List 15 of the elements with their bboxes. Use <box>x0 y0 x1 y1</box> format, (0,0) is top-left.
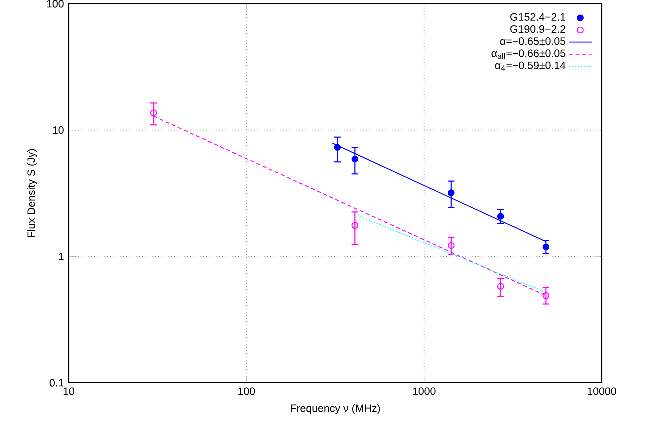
y-axis-title: Flux Density S (Jy) <box>27 149 38 238</box>
legend-label: G152.4−2.1 <box>510 13 566 21</box>
legend-label: α$_{all}$=−0.66±0.05 <box>492 50 566 60</box>
legend-label: α$_{4}$=−0.59±0.14 <box>495 62 566 72</box>
y-tick-label: 100 <box>47 0 64 8</box>
legend-label: α=−0.65±0.05 <box>500 38 566 46</box>
x-tick-label: 100 <box>238 388 256 396</box>
y-tick-label: 1 <box>59 252 64 260</box>
y-tick-label: 10 <box>53 126 64 134</box>
x-tick-label: 10 <box>64 388 75 396</box>
x-tick-label: 10000 <box>588 388 616 396</box>
x-tick-label: 1000 <box>413 388 436 396</box>
y-tick-label: 0.1 <box>50 379 64 387</box>
legend-label: G190.9−2.2 <box>510 26 566 34</box>
x-axis-title: Frequency ν (MHz) <box>291 404 380 414</box>
